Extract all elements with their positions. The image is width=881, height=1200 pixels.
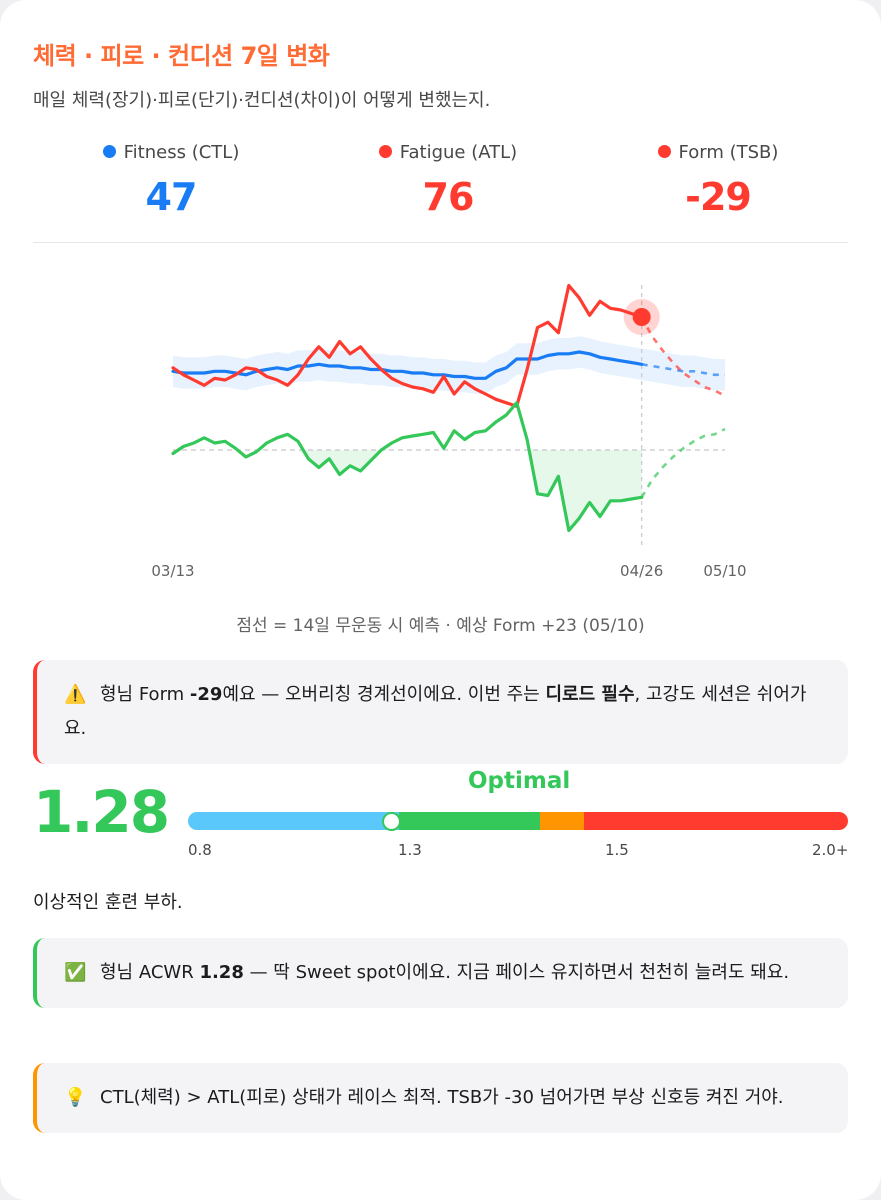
form-value: -29	[685, 175, 752, 219]
ctl-forecast-line	[641, 363, 725, 377]
form-label: Form (TSB)	[678, 142, 779, 163]
today-marker	[632, 308, 651, 326]
gauge-tick: 1.5	[605, 841, 629, 859]
fatigue-value: 76	[422, 175, 475, 219]
fitness-value: 47	[145, 175, 198, 219]
gauge-zone-caution	[540, 812, 584, 830]
divider	[33, 242, 848, 243]
card-title: 체력 · 피로 · 컨디션 7일 변화	[33, 42, 330, 70]
warning-text-pre: 형님 Form	[100, 684, 190, 705]
tip-text: CTL(체력) > ATL(피로) 상태가 레이스 최적. TSB가 -30 넘…	[100, 1087, 784, 1108]
check-icon: ✅	[64, 962, 87, 983]
ctl-line	[171, 350, 644, 380]
gauge-tick: 0.8	[188, 841, 212, 859]
acwr-marker	[381, 812, 401, 831]
tip-callout: 💡 CTL(체력) > ATL(피로) 상태가 레이스 최적. TSB가 -30 …	[33, 1063, 848, 1133]
fitness-label: Fitness (CTL)	[123, 142, 240, 163]
tsb-forecast-line	[640, 427, 726, 498]
tsb-line	[171, 401, 644, 533]
form-legend-dot	[657, 145, 671, 158]
fatigue-label: Fatigue (ATL)	[399, 142, 518, 163]
fitness-legend-dot	[102, 145, 116, 158]
warning-text-post: , 고강도 세션은 쉬어가요.	[64, 684, 807, 739]
acwr-text-post: — 딱 Sweet spot이에요. 지금 페이스 유지하면서 천천히 늘려도 …	[243, 962, 790, 983]
warning-form-value: -29	[189, 684, 223, 705]
ctl-band	[173, 336, 725, 394]
warning-icon: ⚠️	[64, 684, 87, 705]
tsb-negative-area	[527, 450, 642, 531]
gauge-tick: 2.0+	[812, 841, 849, 859]
x-tick-label: 04/26	[620, 562, 663, 580]
atl-line	[171, 283, 644, 408]
form-warning-callout: ⚠️ 형님 Form -29예요 — 오버리칭 경계선이에요. 이번 주는 디로드…	[33, 660, 848, 764]
gauge-zone-danger	[584, 812, 848, 830]
acwr-text-pre: 형님 ACWR	[100, 962, 200, 983]
acwr-description: 이상적인 훈련 부하.	[33, 892, 183, 913]
fitness-metric: Fitness (CTL) 47	[41, 142, 301, 219]
lightbulb-icon: 💡	[64, 1087, 87, 1108]
acwr-gauge-bar	[188, 812, 848, 830]
form-metric: Form (TSB) -29	[588, 142, 848, 219]
chart-caption: 점선 = 14일 무운동 시 예측 · 예상 Form +23 (05/10)	[236, 616, 645, 636]
card-subtitle: 매일 체력(장기)·피로(단기)·컨디션(차이)이 어떻게 변했는지.	[33, 90, 491, 111]
acwr-zone-label: Optimal	[468, 768, 571, 794]
gauge-zone-low	[188, 812, 399, 830]
warning-deload: 디로드 필수	[545, 684, 635, 705]
acwr-callout-value: 1.28	[199, 962, 244, 983]
gauge-zone-optimal	[399, 812, 540, 830]
training-load-chart: 03/13 04/26 05/10	[151, 283, 747, 580]
warning-text-mid: 예요 — 오버리칭 경계선이에요. 이번 주는	[222, 684, 546, 705]
x-tick-label: 03/13	[151, 562, 194, 580]
fatigue-metric: Fatigue (ATL) 76	[318, 142, 578, 219]
x-tick-label: 05/10	[703, 562, 746, 580]
acwr-value: 1.28	[33, 778, 170, 846]
fatigue-legend-dot	[378, 145, 392, 158]
acwr-callout: ✅ 형님 ACWR 1.28 — 딱 Sweet spot이에요. 지금 페이스 …	[33, 938, 848, 1008]
atl-forecast-line	[640, 316, 726, 397]
gauge-tick: 1.3	[398, 841, 422, 859]
tsb-negative-area	[298, 450, 382, 475]
